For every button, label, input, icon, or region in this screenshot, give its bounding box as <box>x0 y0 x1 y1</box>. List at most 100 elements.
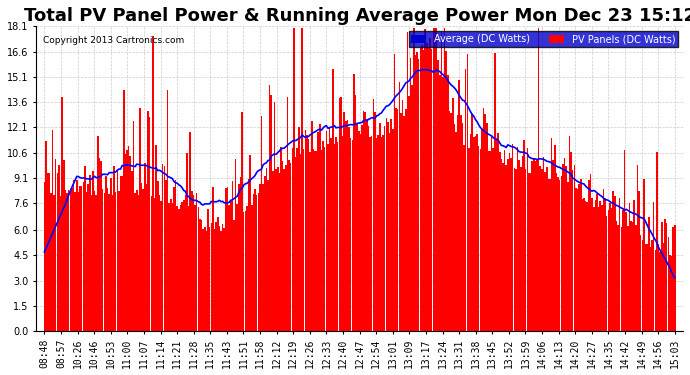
Bar <box>413 28 415 331</box>
Bar <box>120 176 121 331</box>
Bar <box>321 150 322 331</box>
Bar <box>473 137 475 331</box>
Bar <box>68 190 70 331</box>
Bar <box>322 141 324 331</box>
Bar <box>319 124 321 331</box>
Bar <box>303 148 304 331</box>
Bar <box>402 100 403 331</box>
Bar <box>188 206 189 331</box>
Bar <box>277 167 279 331</box>
Bar <box>577 189 578 331</box>
Bar <box>154 198 155 331</box>
Bar <box>455 132 457 331</box>
Bar <box>57 173 58 331</box>
Bar <box>602 189 604 331</box>
Bar <box>227 187 228 331</box>
Bar <box>60 196 61 331</box>
Bar <box>251 205 253 331</box>
Bar <box>356 124 358 331</box>
Bar <box>239 177 241 331</box>
Bar <box>497 134 499 331</box>
Bar <box>58 165 60 331</box>
Bar <box>618 225 619 331</box>
Bar <box>573 165 575 331</box>
Bar <box>638 191 640 331</box>
Bar <box>269 86 270 331</box>
Bar <box>376 138 377 331</box>
Bar <box>509 153 510 331</box>
Bar <box>334 144 335 331</box>
Bar <box>137 195 139 331</box>
Bar <box>329 127 331 331</box>
Bar <box>201 220 202 331</box>
Bar <box>202 229 204 331</box>
Bar <box>220 231 221 331</box>
Bar <box>327 144 328 331</box>
Bar <box>411 85 413 331</box>
Bar <box>146 184 147 331</box>
Bar <box>428 48 429 331</box>
Bar <box>399 82 400 331</box>
Bar <box>379 123 381 331</box>
Bar <box>165 180 167 331</box>
Bar <box>596 194 598 331</box>
Bar <box>304 130 306 331</box>
Bar <box>525 169 526 331</box>
Bar <box>667 237 669 331</box>
Bar <box>89 175 90 331</box>
Bar <box>117 169 118 331</box>
Bar <box>388 133 391 331</box>
Bar <box>43 182 45 331</box>
Bar <box>94 191 95 331</box>
Bar <box>466 54 468 331</box>
Bar <box>70 190 71 331</box>
Bar <box>442 77 444 331</box>
Bar <box>324 147 326 331</box>
Bar <box>344 112 345 331</box>
Bar <box>232 181 233 331</box>
Bar <box>210 223 212 331</box>
Bar <box>578 184 580 331</box>
Bar <box>71 188 72 331</box>
Bar <box>560 176 562 331</box>
Bar <box>635 225 637 331</box>
Bar <box>353 74 355 331</box>
Bar <box>481 129 483 331</box>
Bar <box>164 166 165 331</box>
Bar <box>47 173 48 331</box>
Bar <box>471 114 473 331</box>
Bar <box>314 151 316 331</box>
Bar <box>627 226 629 331</box>
Bar <box>150 196 152 331</box>
Bar <box>453 124 455 331</box>
Bar <box>342 136 344 331</box>
Bar <box>366 119 368 331</box>
Bar <box>511 158 512 331</box>
Bar <box>431 48 433 331</box>
Bar <box>439 75 440 331</box>
Bar <box>555 173 558 331</box>
Bar <box>348 128 350 331</box>
Bar <box>261 116 262 331</box>
Bar <box>108 194 110 331</box>
Bar <box>502 163 504 331</box>
Bar <box>436 28 437 331</box>
Bar <box>625 212 627 331</box>
Bar <box>76 180 77 331</box>
Bar <box>465 69 466 331</box>
Bar <box>562 164 564 331</box>
Bar <box>655 250 656 331</box>
Bar <box>371 136 373 331</box>
Bar <box>84 166 86 331</box>
Bar <box>613 191 614 331</box>
Bar <box>316 152 317 331</box>
Bar <box>404 116 405 331</box>
Bar <box>79 186 81 331</box>
Bar <box>645 244 647 331</box>
Bar <box>624 150 625 331</box>
Bar <box>337 142 339 331</box>
Bar <box>128 146 130 331</box>
Bar <box>100 160 102 331</box>
Bar <box>88 184 89 331</box>
Bar <box>225 188 226 331</box>
